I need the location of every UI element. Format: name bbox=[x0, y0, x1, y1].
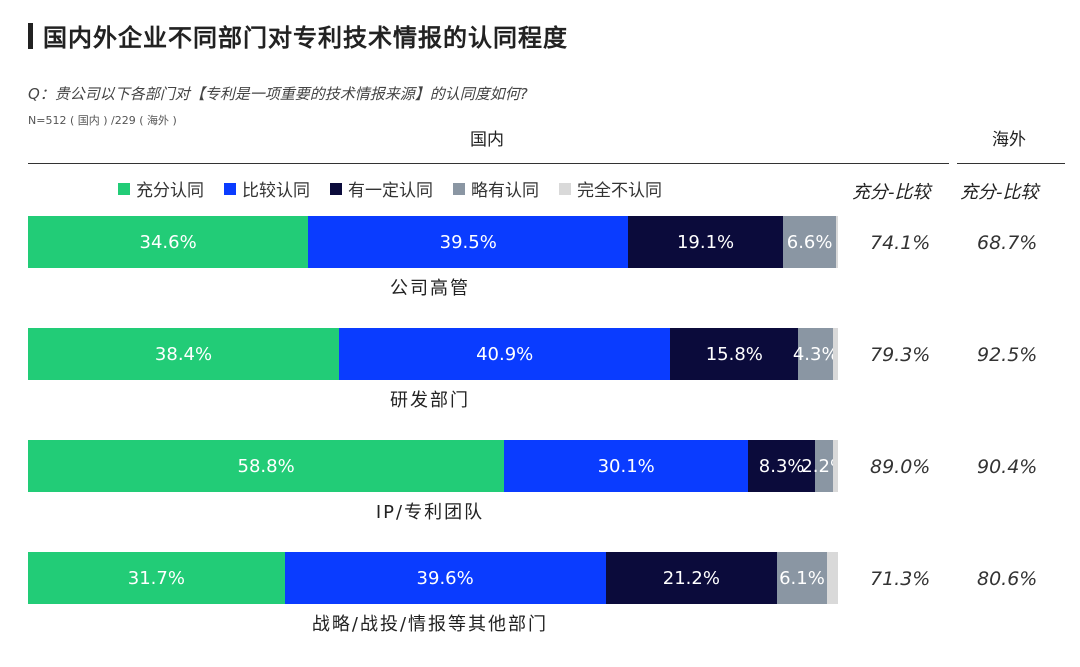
domestic-total-value: 89.0% bbox=[870, 456, 931, 478]
segment-value-label: 39.6% bbox=[416, 567, 474, 589]
legend-item: 充分认同 bbox=[118, 176, 204, 201]
domestic-total-header: 充分-比较 bbox=[852, 182, 931, 203]
segment-value-label: 38.4% bbox=[154, 343, 213, 365]
legend-swatch bbox=[453, 182, 465, 195]
bar-segment: 19.1% bbox=[628, 216, 783, 268]
bar-segment: 8.3% bbox=[748, 440, 816, 492]
category-label: 战略/战投/情报等其他部门 bbox=[311, 614, 549, 635]
legend-item: 有一定认同 bbox=[330, 176, 433, 201]
legend-label: 略有认同 bbox=[471, 181, 539, 201]
legend-swatch bbox=[559, 182, 571, 195]
bar-segment bbox=[833, 440, 838, 492]
category-label: 公司高管 bbox=[390, 278, 470, 299]
stacked-bar-row: 31.7% 39.6% 21.2% 6.1% bbox=[28, 552, 838, 604]
overseas-header: 海外 bbox=[992, 130, 1026, 150]
segment-value-label: 4.3% bbox=[792, 343, 839, 365]
segment-value-label: 15.8% bbox=[705, 343, 763, 365]
legend-swatch bbox=[118, 182, 130, 195]
segment-value-label: 34.6% bbox=[139, 231, 197, 253]
domestic-header: 国内 bbox=[470, 130, 504, 150]
bar-segment: 39.6% bbox=[284, 552, 606, 604]
domestic-total-value: 71.3% bbox=[870, 568, 931, 590]
bar-segment bbox=[833, 328, 838, 380]
stacked-bar-row: 58.8% 30.1% 8.3% 2.2% bbox=[28, 440, 847, 492]
bar-segment: 40.9% bbox=[339, 328, 671, 380]
legend-label: 比较认同 bbox=[242, 181, 310, 201]
legend-item: 比较认同 bbox=[224, 176, 310, 201]
segment-value-label: 40.9% bbox=[476, 343, 534, 365]
bar-segment: 4.3% bbox=[793, 328, 839, 380]
bar-segment: 38.4% bbox=[28, 328, 340, 380]
segment-value-label: 6.1% bbox=[779, 567, 825, 589]
title-block: 国内外企业不同部门对专利技术情报的认同程度 bbox=[28, 18, 568, 53]
chart-legend: 充分认同 比较认同 有一定认同 略有认同 完全不认同 bbox=[118, 176, 682, 201]
stacked-bar-row: 38.4% 40.9% 15.8% 4.3% bbox=[28, 328, 839, 380]
overseas-divider bbox=[957, 163, 1065, 164]
segment-value-label: 8.3% bbox=[758, 455, 805, 477]
bar-segment: 2.2% bbox=[801, 440, 847, 492]
segment-value-label: 21.2% bbox=[662, 567, 720, 589]
legend-item: 完全不认同 bbox=[559, 176, 662, 201]
bar-segment: 31.7% bbox=[28, 552, 285, 604]
bar-segment: 6.6% bbox=[782, 216, 837, 268]
segment-value-label: 39.5% bbox=[439, 231, 497, 253]
legend-label: 完全不认同 bbox=[577, 181, 662, 201]
survey-question: Q：贵公司以下各部门对【专利是一项重要的技术情报来源】的认同度如何? bbox=[28, 85, 528, 103]
legend-item: 略有认同 bbox=[453, 176, 539, 201]
legend-label: 充分认同 bbox=[136, 181, 204, 201]
bar-segment: 30.1% bbox=[504, 440, 749, 492]
segment-value-label: 31.7% bbox=[127, 567, 185, 589]
bar-segment bbox=[826, 552, 838, 604]
bar-segment: 58.8% bbox=[28, 440, 505, 492]
segment-value-label: 30.1% bbox=[597, 455, 655, 477]
legend-label: 有一定认同 bbox=[348, 181, 433, 201]
segment-value-label: 6.6% bbox=[786, 231, 833, 253]
domestic-total-value: 74.1% bbox=[870, 232, 931, 254]
overseas-total-value: 68.7% bbox=[977, 232, 1038, 254]
overseas-total-value: 90.4% bbox=[977, 456, 1038, 478]
overseas-total-value: 92.5% bbox=[977, 344, 1038, 366]
title-accent-bar bbox=[28, 22, 33, 49]
page-title: 国内外企业不同部门对专利技术情报的认同程度 bbox=[43, 24, 568, 52]
sample-size-note: N=512 ( 国内 ) /229 ( 海外 ) bbox=[28, 114, 177, 127]
bar-segment bbox=[836, 216, 838, 268]
overseas-total-value: 80.6% bbox=[977, 568, 1038, 590]
bar-segment: 21.2% bbox=[605, 552, 778, 604]
legend-swatch bbox=[330, 182, 342, 195]
overseas-total-header: 充分-比较 bbox=[960, 182, 1039, 203]
segment-value-label: 2.2% bbox=[801, 455, 848, 477]
domestic-total-value: 79.3% bbox=[870, 344, 931, 366]
bar-segment: 15.8% bbox=[670, 328, 799, 380]
category-label: IP/专利团队 bbox=[375, 502, 485, 523]
bar-segment: 6.1% bbox=[777, 552, 827, 604]
legend-swatch bbox=[224, 182, 236, 195]
segment-value-label: 58.8% bbox=[237, 455, 295, 477]
bar-segment: 34.6% bbox=[28, 216, 309, 268]
bar-segment: 39.5% bbox=[308, 216, 629, 268]
stacked-bar-row: 34.6% 39.5% 19.1% 6.6% bbox=[28, 216, 838, 268]
domestic-divider bbox=[28, 163, 949, 164]
category-label: 研发部门 bbox=[390, 390, 470, 411]
segment-value-label: 19.1% bbox=[676, 231, 735, 253]
